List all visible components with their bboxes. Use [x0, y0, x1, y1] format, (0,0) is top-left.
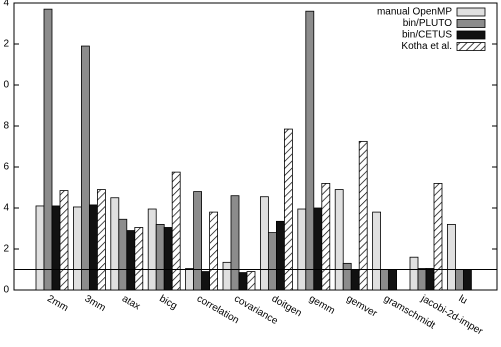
bar [89, 204, 98, 291]
bar [193, 191, 203, 291]
y-tick-label: 0 [3, 285, 9, 296]
bar [267, 232, 277, 291]
bar [297, 208, 307, 291]
bar [321, 182, 331, 291]
bar [118, 218, 128, 291]
bar [222, 261, 232, 291]
bar [110, 197, 120, 291]
y-tick-label: 0 [3, 80, 9, 91]
bar [425, 268, 435, 291]
bar [342, 262, 352, 291]
bar [51, 205, 61, 291]
bar [334, 189, 344, 291]
bar [305, 10, 315, 291]
legend-swatch [456, 42, 486, 51]
x-tick-label: gemm [307, 293, 337, 316]
bar [201, 271, 211, 291]
bar [462, 269, 472, 291]
x-tick-label: bicg [157, 293, 178, 312]
bar [238, 272, 248, 291]
bar [43, 8, 53, 291]
bar [147, 208, 157, 291]
bar [134, 227, 144, 291]
bar [59, 190, 69, 291]
bar [283, 128, 293, 291]
bar [446, 223, 456, 291]
bar [126, 230, 136, 291]
bar [246, 271, 256, 291]
y-tick-label: 2 [3, 39, 9, 50]
bar [230, 195, 240, 291]
bar [358, 140, 368, 291]
y-tick-label: 4 [3, 203, 9, 214]
y-tick-label: 2 [3, 244, 9, 255]
legend-swatch [456, 19, 486, 28]
bar [433, 182, 443, 291]
legend-label: bin/PLUTO [403, 18, 453, 29]
bar [35, 205, 45, 291]
bar [275, 220, 285, 291]
legend-label: bin/CETUS [402, 30, 452, 41]
bar [313, 207, 323, 291]
legend-swatch [456, 30, 486, 40]
bar [417, 268, 427, 291]
bar [380, 269, 390, 291]
bar [372, 211, 382, 291]
bar [209, 211, 219, 291]
bar [155, 223, 165, 291]
bar [350, 269, 360, 291]
bar [73, 206, 82, 291]
bar [163, 227, 173, 291]
legend-swatch [456, 7, 486, 17]
bar [409, 256, 419, 291]
bar [185, 268, 195, 291]
x-tick-label: lu [457, 293, 469, 306]
x-tick-label: 3mm [83, 293, 108, 314]
plot-frame [13, 2, 498, 291]
legend-label: manual OpenMP [377, 7, 452, 18]
bar [171, 171, 181, 291]
legend-label: Kotha et al. [401, 41, 452, 52]
y-tick-label: 4 [3, 0, 9, 9]
bar [454, 269, 464, 291]
bar [81, 45, 90, 291]
x-tick-label: atax [120, 293, 142, 312]
x-tick-label: 2mm [45, 293, 70, 314]
y-tick-label: 8 [3, 121, 9, 132]
bar [259, 196, 269, 291]
y-tick-label: 6 [3, 162, 9, 173]
x-tick-label: jacobi-2d-imper [418, 293, 485, 338]
x-tick-label: gemver [344, 293, 379, 320]
bar [388, 269, 398, 291]
bar [97, 189, 106, 291]
